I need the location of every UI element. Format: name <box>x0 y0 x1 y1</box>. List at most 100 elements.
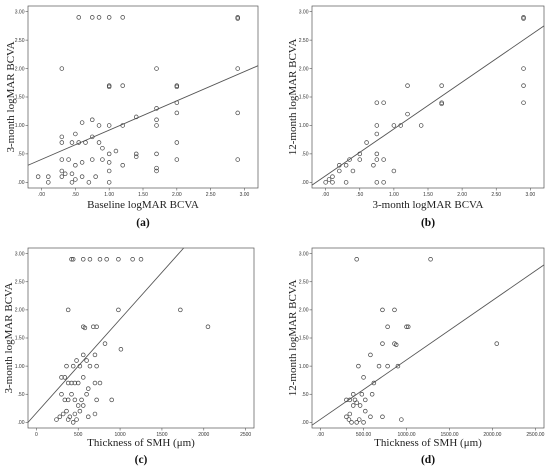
x-tick-label-c: 2500 <box>240 432 251 438</box>
data-point-a <box>35 174 41 179</box>
data-point-b <box>364 140 369 145</box>
data-point-d <box>344 397 349 403</box>
data-point-c <box>77 408 83 414</box>
data-point-c <box>87 363 93 369</box>
fit-line-d <box>311 264 545 426</box>
data-point-c <box>72 380 78 386</box>
y-tick-label-c: 1.00 <box>15 364 25 370</box>
y-axis-title-a: 3-month logMAR BCVA <box>5 41 17 152</box>
data-point-c <box>102 341 108 346</box>
data-point-a <box>113 148 119 154</box>
data-point-b <box>418 123 424 128</box>
data-point-d <box>354 400 359 405</box>
data-point-c <box>70 363 76 369</box>
data-point-b <box>374 157 380 162</box>
y-axis-title-c: 3-month logMAR BCVA <box>3 282 15 393</box>
y-tick-label-d: .50 <box>302 392 309 398</box>
data-point-c <box>94 324 99 330</box>
data-point-a <box>86 180 92 185</box>
data-point-a <box>154 165 159 171</box>
data-point-a <box>235 110 240 116</box>
data-point-d <box>405 324 411 330</box>
data-point-b <box>330 180 335 185</box>
x-tick-label-c: 2000 <box>198 432 209 438</box>
data-point-b <box>391 123 397 128</box>
x-tick-label-d: 1000.00 <box>397 432 415 438</box>
x-tick-label-b: .00 <box>322 192 329 198</box>
data-point-c <box>65 417 71 422</box>
data-point-a <box>79 174 85 179</box>
data-point-a <box>69 171 75 177</box>
data-point-c <box>97 380 103 386</box>
data-point-d <box>368 414 373 420</box>
data-point-c <box>70 257 76 262</box>
y-tick-label-a: .50 <box>18 152 25 158</box>
x-tick-label-a: 3.00 <box>240 192 250 198</box>
x-axis-title-a: Baseline logMAR BCVA <box>87 199 199 211</box>
data-point-c <box>178 307 183 313</box>
y-tick-label-c: .50 <box>18 392 25 398</box>
data-point-b <box>323 180 328 185</box>
data-point-c <box>59 375 64 380</box>
x-tick-label-c: 1500 <box>156 432 167 438</box>
x-tick-label-d: 2000.00 <box>483 432 501 438</box>
x-tick-label-b: 1.50 <box>423 192 433 198</box>
x-tick-label-d: 1500.00 <box>440 432 458 438</box>
data-point-d <box>404 324 409 330</box>
data-point-d <box>395 363 401 369</box>
data-point-c <box>69 257 74 262</box>
y-tick-label-b: 1.50 <box>299 95 309 101</box>
data-point-c <box>92 352 98 358</box>
y-tick-label-c: 2.00 <box>15 308 25 314</box>
x-tick-label-a: 2.00 <box>172 192 182 198</box>
data-point-c <box>86 414 91 420</box>
x-tick-label-b: .50 <box>356 192 363 198</box>
data-point-b <box>337 168 342 174</box>
data-point-a <box>73 163 78 168</box>
data-point-c <box>69 392 74 397</box>
x-tick-label-b: 1.00 <box>389 192 399 198</box>
data-point-b <box>343 180 349 185</box>
data-point-a <box>106 151 112 157</box>
data-point-a <box>120 123 125 128</box>
data-point-d <box>369 392 375 397</box>
data-point-a <box>154 106 159 111</box>
data-point-a <box>154 151 159 157</box>
data-point-b <box>374 151 380 157</box>
data-point-c <box>92 411 98 417</box>
data-point-c <box>74 417 79 422</box>
fit-line-b <box>311 25 545 186</box>
data-point-c <box>80 403 86 408</box>
x-tick-label-a: 1.50 <box>138 192 148 198</box>
y-tick-label-c: .00 <box>18 420 25 426</box>
data-point-a <box>90 15 95 20</box>
data-point-a <box>174 110 180 116</box>
data-point-c <box>94 363 99 369</box>
plot-area-a <box>27 5 259 189</box>
data-point-a <box>133 154 139 159</box>
data-point-a <box>96 123 102 128</box>
data-point-c <box>72 411 78 417</box>
data-point-c <box>77 363 83 369</box>
panel-label-c: (c) <box>135 454 148 466</box>
y-tick-label-b: 3.00 <box>299 9 309 15</box>
data-point-b <box>326 177 332 182</box>
data-point-d <box>350 392 356 397</box>
data-point-c <box>65 307 71 313</box>
data-point-a <box>73 131 78 137</box>
data-point-a <box>174 84 180 90</box>
data-point-b <box>398 123 403 128</box>
data-point-a <box>100 145 105 151</box>
data-point-c <box>59 392 64 397</box>
y-tick-label-b: 1.00 <box>299 123 309 129</box>
data-point-c <box>138 257 144 262</box>
plot-area-c <box>27 247 255 429</box>
x-tick-label-d: 2500.00 <box>526 432 544 438</box>
data-point-c <box>94 397 99 403</box>
data-point-a <box>79 120 85 125</box>
data-point-d <box>368 352 373 358</box>
data-point-c <box>79 397 84 403</box>
data-point-c <box>116 257 121 262</box>
data-point-c <box>80 375 86 380</box>
data-point-a <box>154 123 159 128</box>
